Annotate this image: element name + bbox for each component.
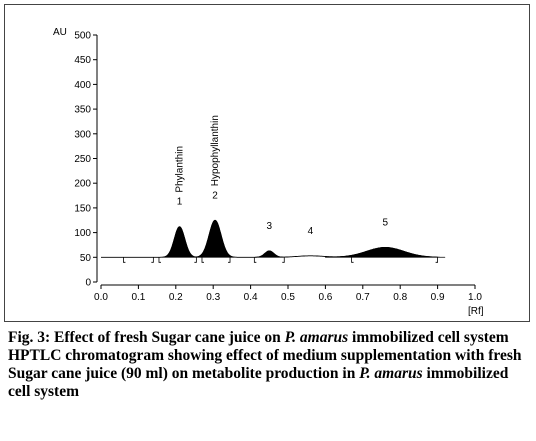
x-axis-label: [Rf] xyxy=(468,306,484,317)
peak-2-area xyxy=(195,219,235,258)
y-axis: 0 50 100 150 200 250 300 350 400 450 500 xyxy=(74,31,98,289)
caption-description-prefix: HPTLC chromatogram showing effect of med… xyxy=(8,347,522,382)
x-tick-label: 0.6 xyxy=(318,292,332,303)
integration-mark xyxy=(123,257,126,263)
integration-mark xyxy=(253,257,257,263)
integration-mark xyxy=(201,257,204,263)
integration-mark xyxy=(351,257,354,263)
chromatogram-chart: 0 50 100 150 200 250 300 350 400 450 500 0.0 0.1 0.2… xyxy=(4,4,530,322)
y-tick-label: 0 xyxy=(85,278,91,289)
x-tick-label: 0.7 xyxy=(356,292,370,303)
peak-1-number: 1 xyxy=(177,197,183,208)
caption-title-suffix: immobilized cell system xyxy=(348,329,509,346)
chart-canvas: 0 50 100 150 200 250 300 350 400 450 500 0.0 0.1 0.2… xyxy=(53,27,484,317)
y-tick-label: 200 xyxy=(74,179,91,190)
figure-caption: Fig. 3: Effect of fresh Sugar cane juice… xyxy=(8,329,530,401)
x-tick-label: 0.2 xyxy=(169,292,183,303)
chromatogram-trace xyxy=(101,219,446,263)
peak-1-area xyxy=(162,226,197,258)
peak-2-compound: Hypophyllanthin xyxy=(210,115,221,186)
x-tick-label: 0.0 xyxy=(94,292,108,303)
y-tick-label: 150 xyxy=(74,203,91,214)
peak-labels: 1 Phylanthin 2 Hypophyllanthin 3 4 5 xyxy=(175,115,389,237)
x-tick-label: 0.5 xyxy=(281,292,295,303)
caption-title: Fig. 3: Effect of fresh Sugar cane juice… xyxy=(8,329,530,347)
peak-5-area xyxy=(325,247,446,258)
y-tick-label: 50 xyxy=(80,253,92,264)
integration-mark xyxy=(151,257,154,263)
x-tick-label: 1.0 xyxy=(468,292,482,303)
x-tick-label: 0.3 xyxy=(206,292,220,303)
peak-3-number: 3 xyxy=(267,221,273,232)
peak-5-number: 5 xyxy=(382,217,388,228)
y-tick-label: 100 xyxy=(74,228,91,239)
caption-title-prefix: Fig. 3: Effect of fresh Sugar cane juice… xyxy=(8,329,285,346)
y-tick-label: 350 xyxy=(74,105,91,116)
caption-description-suffix: immobilized cell system xyxy=(8,365,509,400)
x-tick-label: 0.4 xyxy=(244,292,258,303)
integration-mark xyxy=(158,257,161,263)
y-tick-label: 400 xyxy=(74,80,91,91)
peak-2-number: 2 xyxy=(212,190,218,201)
integration-mark xyxy=(435,257,438,263)
peak-3-area xyxy=(254,250,284,258)
peak-1-compound: Phylanthin xyxy=(175,146,186,193)
x-axis: 0.0 0.1 0.2 0.3 0.4 0.5 0.6 0.7 0.8 0.9 1.0 xyxy=(94,284,482,303)
x-tick-label: 0.9 xyxy=(431,292,445,303)
x-tick-label: 0.1 xyxy=(131,292,145,303)
caption-description: HPTLC chromatogram showing effect of med… xyxy=(8,347,530,401)
y-tick-label: 500 xyxy=(74,31,91,42)
x-tick-label: 0.8 xyxy=(393,292,407,303)
integration-mark xyxy=(282,257,285,263)
y-axis-label: AU xyxy=(53,27,67,38)
integration-mark xyxy=(194,257,197,263)
caption-description-species: P. amarus xyxy=(359,365,423,382)
y-tick-label: 300 xyxy=(74,129,91,140)
caption-title-species: P. amarus xyxy=(284,329,349,346)
y-tick-label: 450 xyxy=(74,55,91,66)
integration-mark xyxy=(228,257,231,263)
y-tick-label: 250 xyxy=(74,154,91,165)
peak-4-number: 4 xyxy=(308,226,314,237)
